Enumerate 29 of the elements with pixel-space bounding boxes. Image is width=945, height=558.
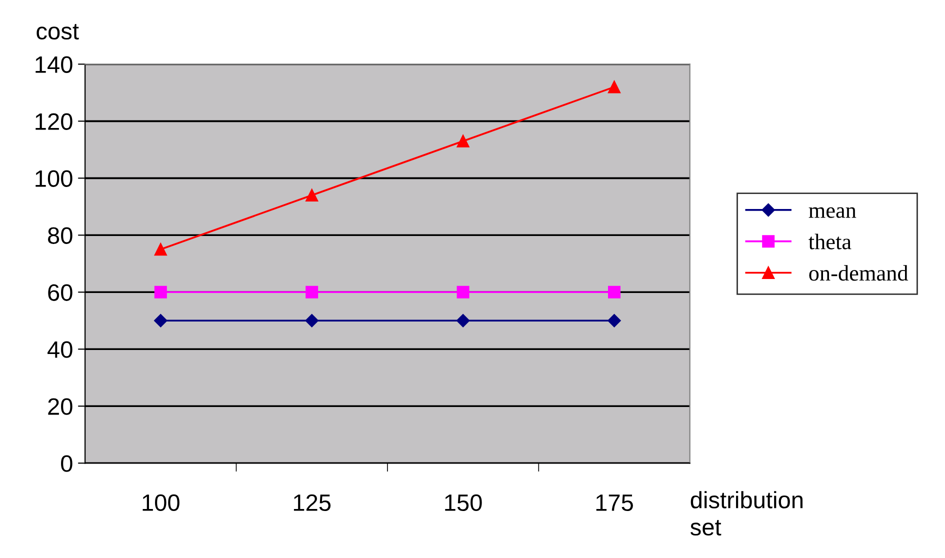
y-tick-label: 0: [61, 455, 72, 472]
point: [305, 314, 318, 328]
point: [306, 189, 318, 202]
x-tick-label: 125: [294, 494, 331, 512]
y-tick-label: 60: [48, 284, 72, 301]
x-tick-label: 100: [142, 494, 180, 512]
y-tick-label: 100: [36, 170, 72, 187]
point: [456, 134, 470, 148]
point: [154, 314, 168, 328]
y-tick-label: 140: [36, 56, 72, 73]
point: [456, 286, 470, 298]
point: [456, 314, 470, 328]
y-axis-title: cost: [36, 24, 79, 40]
point: [608, 286, 620, 298]
legend-label: mean: [808, 207, 856, 218]
point: [608, 80, 620, 94]
x-tick-label: 150: [445, 494, 482, 512]
y-tick-label: 80: [48, 227, 72, 244]
point: [608, 314, 621, 328]
point: [306, 286, 318, 298]
y-tick-label: 40: [48, 341, 72, 358]
legend-label: theta: [808, 234, 852, 250]
y-tick-label: 20: [48, 398, 72, 415]
x-axis-title: distribution set: [690, 491, 802, 536]
legend-label: on-demand: [809, 265, 908, 281]
point: [154, 286, 167, 298]
point: [154, 243, 167, 256]
x-tick-label: 175: [596, 494, 633, 512]
y-tick-label: 120: [36, 113, 72, 130]
